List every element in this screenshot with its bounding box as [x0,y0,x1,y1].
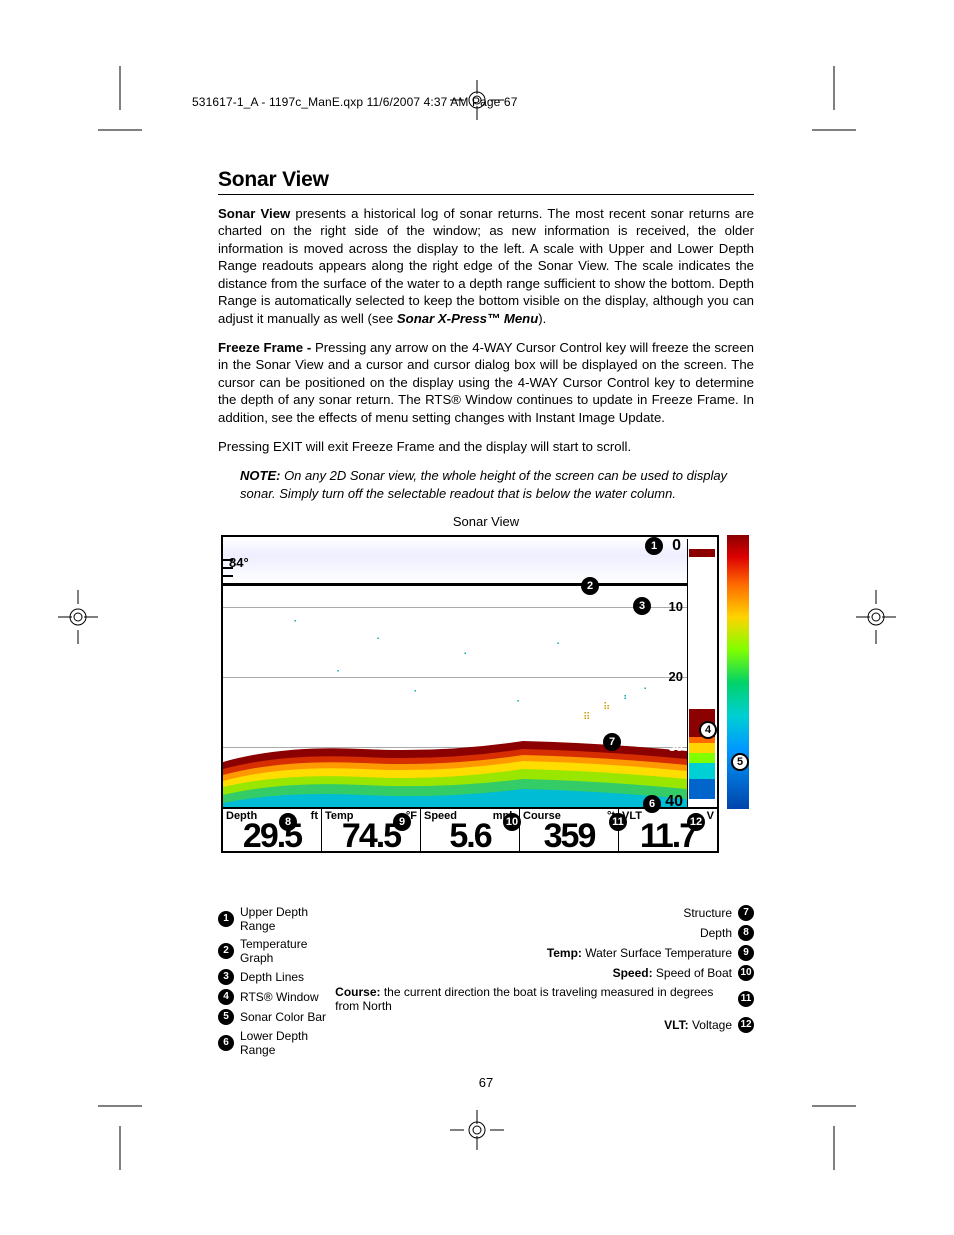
depth-20: 20 [669,669,683,684]
page-number: 67 [218,1075,754,1090]
legend-item-4: 4RTS® Window [218,989,335,1005]
reg-mark-right [856,590,896,649]
callout-2: 2 [581,577,599,595]
legend-left: 1Upper Depth Range 2Temperature Graph 3Dep… [218,905,335,1057]
rts-window [687,539,715,809]
sonar-figure: 84° 64° ⠂ ⠐ ⠠ ⠂ ⠄ ⠐ ⠠ ⠿ ⠷ ⠆ ⠄ [221,535,751,897]
depth-10: 10 [669,599,683,614]
callout-10: 10 [503,813,521,831]
page-content: Sonar View Sonar View presents a histori… [218,168,754,1090]
reg-mark-bottom [450,1110,504,1155]
callout-5: 5 [731,753,749,771]
callout-9: 9 [393,813,411,831]
readout-row: Depthft29.5Temp°F74.5Speedmph5.6Course°t… [223,807,717,851]
legend-item-11: Course: the current direction the boat i… [335,985,754,1013]
paragraph-3: Pressing EXIT will exit Freeze Frame and… [218,438,754,455]
depth-0: 0 [672,537,681,555]
legend-item-3: 3Depth Lines [218,969,335,985]
callout-11: 11 [609,813,627,831]
callout-1: 1 [645,537,663,555]
callout-3: 3 [633,597,651,615]
readout-depth: Depthft29.5 [223,809,322,851]
page-title: Sonar View [218,168,754,195]
figure-caption: Sonar View [218,514,754,529]
callout-6: 6 [643,795,661,813]
depth-30: 30 [669,739,683,754]
legend-item-7: Structure7 [335,905,754,921]
callout-7: 7 [603,733,621,751]
legend: 1Upper Depth Range 2Temperature Graph 3Dep… [218,905,754,1057]
callout-4: 4 [699,721,717,739]
callout-12: 12 [687,813,705,831]
callout-8: 8 [279,813,297,831]
reg-mark-left [58,590,98,649]
temp-84: 84° [229,555,249,570]
legend-item-10: Speed: Speed of Boat10 [335,965,754,981]
paragraph-2: Freeze Frame - Pressing any arrow on the… [218,339,754,426]
legend-item-8: Depth8 [335,925,754,941]
legend-item-1: 1Upper Depth Range [218,905,335,933]
legend-item-6: 6Lower Depth Range [218,1029,335,1057]
note: NOTE: On any 2D Sonar view, the whole he… [240,467,748,501]
readout-course: Course°t359 [520,809,619,851]
paragraph-1: Sonar View presents a historical log of … [218,205,754,327]
legend-right: Structure7 Depth8 Temp: Water Surface Temp… [335,905,754,1057]
slug-line: 531617-1_A - 1197c_ManE.qxp 11/6/2007 4:… [192,95,518,109]
legend-item-2: 2Temperature Graph [218,937,335,965]
legend-item-12: VLT: Voltage12 [335,1017,754,1033]
legend-item-9: Temp: Water Surface Temperature9 [335,945,754,961]
legend-item-5: 5Sonar Color Bar [218,1009,335,1025]
